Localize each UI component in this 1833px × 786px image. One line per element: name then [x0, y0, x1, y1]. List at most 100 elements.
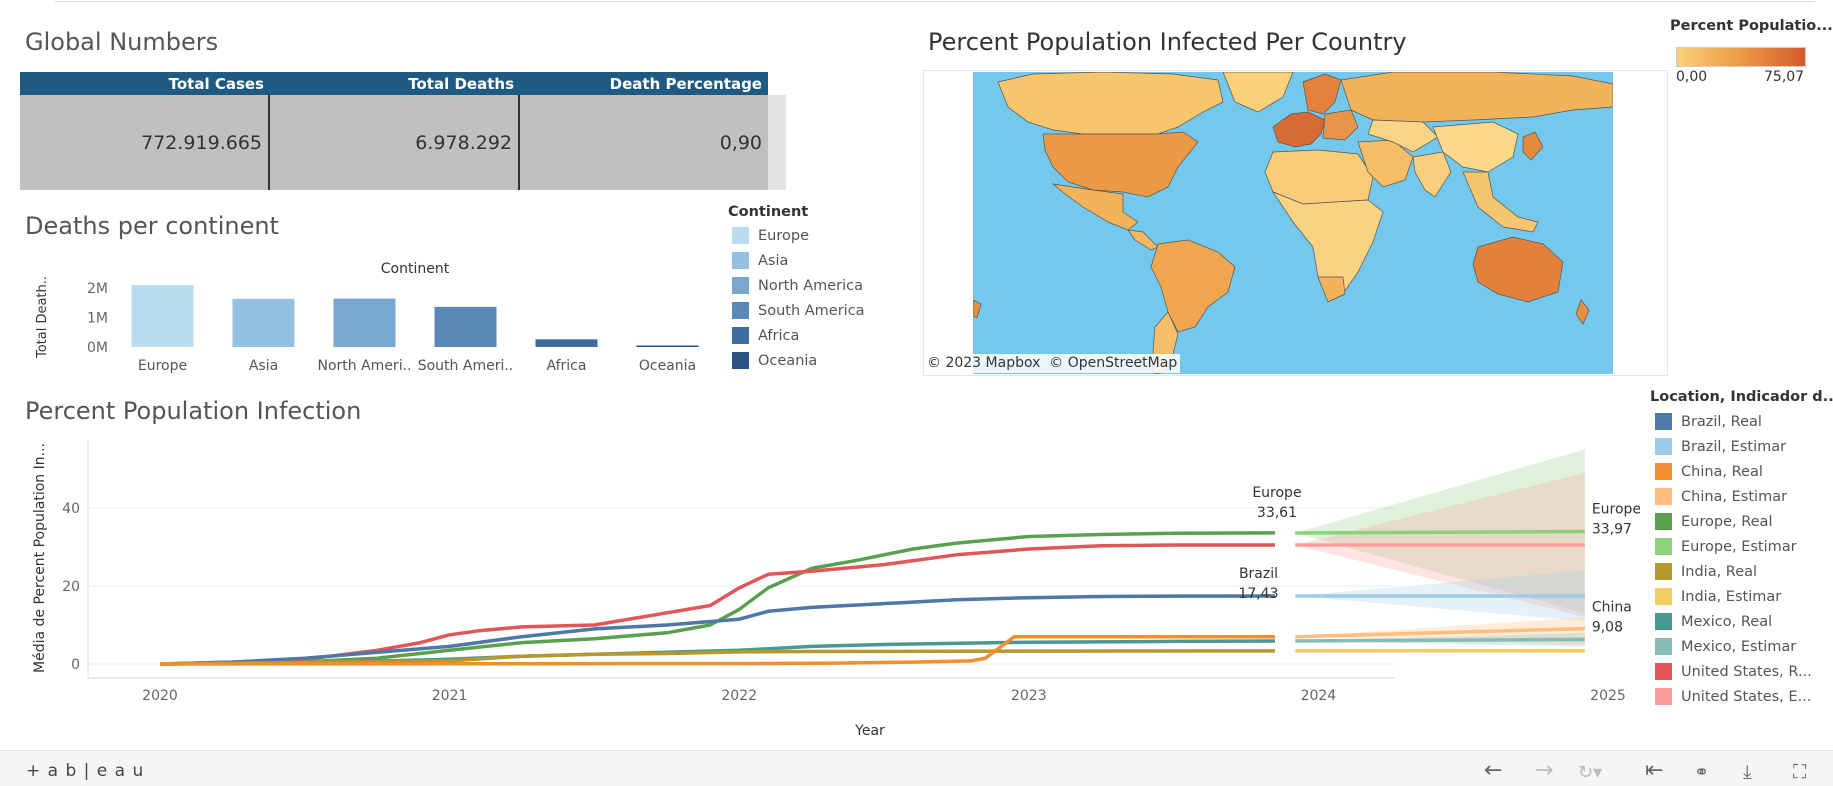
continent-legend-swatch — [732, 252, 749, 269]
deaths-y-tick: 2M — [87, 281, 108, 297]
bar-europe[interactable] — [132, 285, 194, 347]
map-legend-title: Percent Populatio... — [1670, 18, 1833, 34]
series-legend-swatch — [1655, 688, 1672, 705]
deaths-per-continent-chart: Continent Total Death.. 2M 1M 0M Europe Asia No… — [20, 255, 720, 375]
continent-legend-label: North America — [758, 278, 863, 294]
footer-bar — [0, 750, 1833, 786]
value-total-cases: 772.919.665 — [20, 95, 270, 190]
annotation-value: 33,97 — [1592, 522, 1632, 538]
map-attribution: © 2023 Mapbox © OpenStreetMap — [924, 354, 1180, 373]
global-numbers-title: Global Numbers — [25, 28, 218, 56]
map-title: Percent Population Infected Per Country — [928, 28, 1407, 56]
deaths-column-header: Continent — [381, 261, 450, 277]
world-map[interactable] — [973, 72, 1613, 374]
percent-population-infection-chart: Média de Percent Population In...Year402… — [20, 430, 1640, 740]
series-legend-swatch — [1655, 538, 1672, 555]
infection-x-tick: 2022 — [721, 688, 757, 704]
series-legend-item[interactable]: Brazil, Real — [1655, 413, 1762, 430]
undo-icon[interactable]: ← — [1484, 758, 1502, 783]
map-legend-max: 75,07 — [1764, 69, 1804, 85]
redo-icon[interactable]: → — [1535, 758, 1553, 783]
series-legend-label: United States, R... — [1681, 664, 1812, 680]
header-total-deaths: Total Deaths — [270, 72, 520, 95]
infection-x-tick: 2020 — [142, 688, 178, 704]
share-icon[interactable]: ⚭ — [1694, 762, 1709, 783]
bar-oceania[interactable] — [637, 346, 699, 348]
series-legend-swatch — [1655, 513, 1672, 530]
series-legend-item[interactable]: Mexico, Estimar — [1655, 638, 1796, 655]
fullscreen-icon[interactable]: ⛶ — [1793, 761, 1806, 783]
annotation-name: China — [1592, 600, 1632, 616]
line-europe-estimar[interactable] — [1295, 532, 1585, 533]
series-legend-item[interactable]: Europe, Real — [1655, 513, 1772, 530]
bar-africa[interactable] — [536, 339, 598, 347]
series-legend-swatch — [1655, 488, 1672, 505]
continent-legend-label: Asia — [758, 253, 788, 269]
series-legend-item[interactable]: Europe, Estimar — [1655, 538, 1797, 555]
bar-north-america[interactable] — [334, 299, 396, 347]
annotation-name: Europe — [1252, 485, 1301, 501]
continent-legend-item[interactable]: South America — [732, 302, 865, 319]
series-legend-label: India, Real — [1681, 564, 1757, 580]
series-legend-label: Mexico, Estimar — [1681, 639, 1796, 655]
series-legend-item[interactable]: China, Real — [1655, 463, 1763, 480]
bar-south-america[interactable] — [435, 307, 497, 347]
continent-legend-swatch — [732, 227, 749, 244]
deaths-x-tick: Africa — [547, 358, 587, 374]
continent-legend-title: Continent — [728, 204, 808, 220]
continent-legend-swatch — [732, 352, 749, 369]
continent-legend-item[interactable]: Europe — [732, 227, 809, 244]
series-legend-swatch — [1655, 638, 1672, 655]
global-numbers-header: Total Cases Total Deaths Death Percentag… — [20, 72, 768, 95]
continent-legend-label: Oceania — [758, 353, 817, 369]
deaths-x-tick: Asia — [249, 358, 278, 374]
infection-y-axis-label: Média de Percent Population In... — [32, 443, 48, 673]
deaths-y-axis-label: Total Death.. — [35, 276, 50, 359]
deaths-x-tick: Oceania — [639, 358, 696, 374]
line-europe-real[interactable] — [160, 533, 1275, 664]
download-icon[interactable]: ⤓ — [1743, 761, 1751, 783]
header-total-cases: Total Cases — [20, 72, 270, 95]
series-legend-label: Europe, Real — [1681, 514, 1772, 530]
header-death-percentage: Death Percentage — [520, 72, 768, 95]
line-mexico-estimar[interactable] — [1295, 639, 1585, 641]
bar-asia[interactable] — [233, 299, 295, 347]
infection-y-tick: 40 — [62, 501, 80, 517]
series-legend-label: Brazil, Estimar — [1681, 439, 1786, 455]
series-legend-title: Location, Indicador d... — [1650, 389, 1833, 405]
continent-legend-item[interactable]: Africa — [732, 327, 799, 344]
series-legend-item[interactable]: China, Estimar — [1655, 488, 1787, 505]
line-united-states-real[interactable] — [160, 545, 1275, 664]
continent-legend-item[interactable]: Oceania — [732, 352, 817, 369]
series-legend-label: China, Real — [1681, 464, 1763, 480]
continent-legend-item[interactable]: Asia — [732, 252, 788, 269]
map-legend-min: 0,00 — [1676, 69, 1707, 85]
infection-x-tick: 2021 — [432, 688, 468, 704]
series-legend-item[interactable]: Mexico, Real — [1655, 613, 1772, 630]
deaths-x-tick: North Ameri.. — [318, 358, 412, 374]
series-legend-item[interactable]: United States, E... — [1655, 688, 1811, 705]
deaths-chart-title: Deaths per continent — [25, 212, 279, 240]
deaths-x-tick: Europe — [138, 358, 187, 374]
annotation-name: Brazil — [1239, 566, 1278, 582]
series-legend-label: China, Estimar — [1681, 489, 1787, 505]
series-legend-item[interactable]: India, Real — [1655, 563, 1757, 580]
infection-x-tick: 2023 — [1011, 688, 1047, 704]
tableau-logo[interactable]: + a b | e a u — [26, 761, 144, 781]
series-legend-item[interactable]: United States, R... — [1655, 663, 1812, 680]
global-numbers-scrollbar[interactable] — [768, 95, 786, 190]
continent-legend-item[interactable]: North America — [732, 277, 863, 294]
reset-icon[interactable]: ⇤ — [1645, 758, 1663, 783]
revert-icon[interactable]: ↻▾ — [1578, 762, 1602, 783]
deaths-y-tick: 0M — [87, 340, 108, 356]
continent-legend-label: Africa — [758, 328, 799, 344]
series-legend-item[interactable]: India, Estimar — [1655, 588, 1781, 605]
series-legend-swatch — [1655, 563, 1672, 580]
continent-legend-label: Europe — [758, 228, 809, 244]
deaths-y-tick: 1M — [87, 310, 108, 326]
series-legend-item[interactable]: Brazil, Estimar — [1655, 438, 1786, 455]
series-legend-label: Brazil, Real — [1681, 414, 1762, 430]
series-legend-swatch — [1655, 588, 1672, 605]
annotation-value: 9,08 — [1592, 620, 1623, 636]
series-legend-swatch — [1655, 438, 1672, 455]
